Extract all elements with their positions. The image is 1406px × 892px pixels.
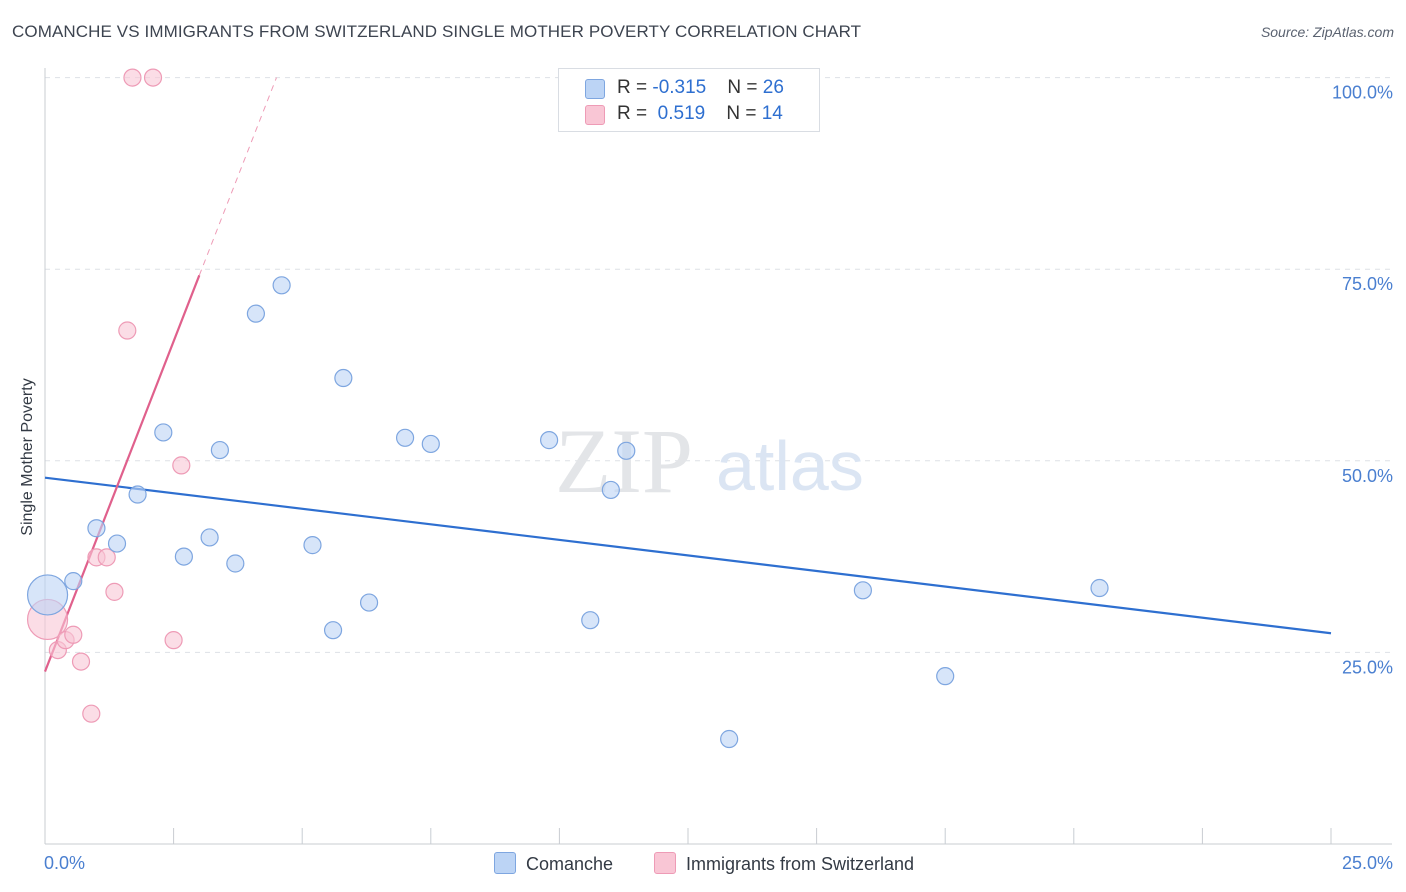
data-points	[26, 68, 1109, 749]
axes	[44, 68, 1392, 845]
source-credit: Source: ZipAtlas.com	[1260, 24, 1394, 40]
point-comanche	[226, 554, 245, 573]
point-comanche	[26, 574, 69, 616]
point-comanche	[323, 621, 343, 640]
series-legend-comanche: Comanche	[494, 852, 613, 875]
point-comanche	[303, 536, 322, 555]
legend-n-label: N =	[726, 103, 762, 124]
point-switzerland	[105, 582, 124, 601]
point-comanche	[540, 431, 559, 450]
point-comanche	[581, 611, 600, 630]
point-comanche	[210, 440, 229, 460]
point-comanche	[1090, 578, 1109, 598]
trend-extension-switzerland	[198, 77, 277, 276]
point-comanche	[174, 547, 193, 566]
point-comanche	[87, 519, 106, 538]
x-tick-label: 0.0%	[44, 853, 85, 873]
point-comanche	[128, 485, 147, 504]
point-switzerland	[97, 548, 116, 567]
legend-swatch-comanche	[585, 79, 605, 99]
x-tick-label: 25.0%	[1342, 853, 1393, 873]
series-legend-switzerland: Immigrants from Switzerland	[654, 852, 914, 875]
watermark: ZIP atlas	[555, 410, 864, 512]
point-switzerland	[118, 321, 137, 340]
point-switzerland	[143, 68, 163, 87]
y-tick-label: 50.0%	[1342, 466, 1393, 486]
series-name-comanche: Comanche	[526, 854, 614, 874]
watermark-atlas: atlas	[716, 427, 864, 505]
legend-n-value: 26	[762, 77, 784, 98]
point-comanche	[395, 428, 415, 447]
series-swatch-comanche	[494, 852, 516, 874]
point-comanche	[246, 304, 266, 323]
legend-n-label: N =	[727, 77, 763, 98]
trend-line-comanche	[44, 476, 1332, 635]
series-swatch-switzerland	[654, 852, 676, 874]
point-comanche	[617, 441, 636, 460]
point-comanche	[334, 368, 353, 388]
y-tick-label: 100.0%	[1332, 83, 1393, 103]
point-switzerland	[82, 704, 101, 723]
point-comanche	[853, 581, 872, 600]
point-comanche	[601, 480, 620, 500]
point-comanche	[720, 729, 739, 749]
point-comanche	[107, 534, 127, 553]
chart-title: COMANCHE VS IMMIGRANTS FROM SWITZERLAND …	[12, 22, 862, 41]
point-switzerland	[172, 456, 191, 475]
legend-r-label: R =	[617, 103, 653, 124]
y-axis-label: Single Mother Poverty	[19, 378, 36, 536]
legend-r-label: R =	[617, 77, 653, 98]
point-comanche	[200, 528, 219, 547]
trend-lines	[43, 77, 1332, 672]
correlation-legend: R = -0.315 N = 26 R = 0.519 N = 14	[558, 68, 820, 132]
point-switzerland	[164, 631, 183, 650]
legend-n-value: 14	[761, 103, 783, 124]
trend-line-switzerland	[43, 274, 201, 672]
tick-labels: 25.0% 50.0% 75.0% 100.0% 0.0% 25.0%	[44, 83, 1393, 873]
legend-swatch-switzerland	[585, 105, 605, 125]
point-comanche	[359, 593, 379, 612]
watermark-zip: ZIP	[555, 410, 693, 512]
y-tick-label: 75.0%	[1342, 274, 1393, 294]
point-comanche	[936, 667, 955, 686]
legend-r-value: -0.315	[652, 77, 707, 98]
point-comanche	[64, 572, 83, 591]
point-comanche	[272, 276, 291, 295]
point-switzerland	[64, 625, 83, 644]
grid-lines	[45, 77, 1392, 653]
series-name-switzerland: Immigrants from Switzerland	[686, 854, 915, 874]
point-switzerland	[123, 68, 142, 87]
y-tick-label: 25.0%	[1342, 657, 1393, 677]
point-comanche	[154, 423, 173, 442]
point-comanche	[421, 434, 440, 454]
point-switzerland	[71, 652, 91, 671]
legend-r-value: 0.519	[657, 103, 706, 124]
